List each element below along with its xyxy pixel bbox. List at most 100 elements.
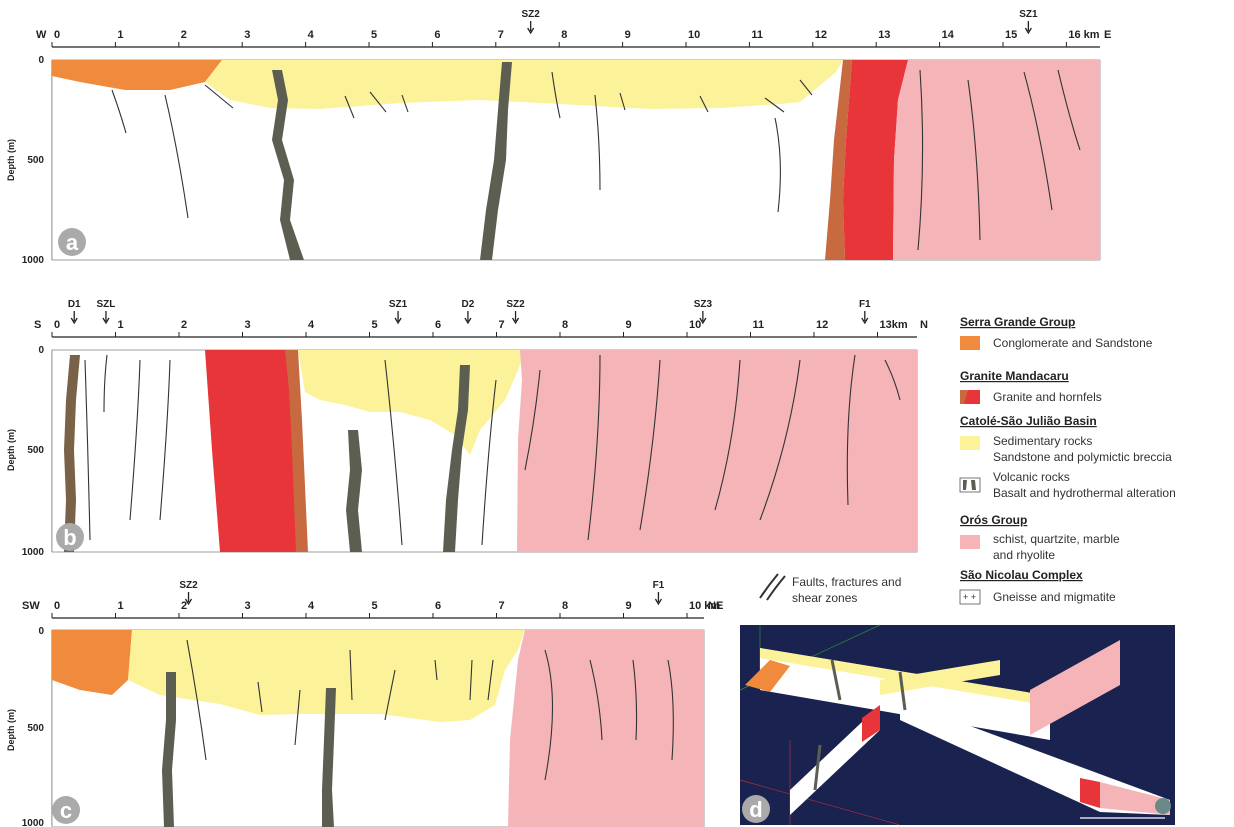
volcanic-dike [272,70,304,260]
axis-tick-label: 13 [878,29,890,41]
axis-tick-label: 8 [562,600,568,612]
volcanic-dike [443,365,470,552]
section-b-axis: 0 1 2 3 4 5 6 7 8 9 10 11 12 13km S N D1 SZL SZ1 D2 SZ2 SZ… [34,299,928,338]
section-b-depth-500: 500 [27,445,44,456]
section-marker-label: SZ2 [179,580,198,591]
section-marker-label: D1 [68,299,81,310]
axis-tick-label: 3 [245,319,251,331]
section-b-depth-axis: 0 500 1000 Depth (m) [6,345,53,558]
legend-gneiss-swatch [959,589,981,605]
panel-b-letter: b [63,525,76,550]
legend-volcanic-label: Volcanic rocks [993,470,1070,484]
section-marker-arrow [527,21,535,35]
section-marker-label: SZ2 [521,9,540,20]
section-marker-arrow [699,311,707,325]
legend-hornfels-swatch [960,390,968,404]
section-c-depth-label: Depth (m) [6,709,16,751]
legend: Serra Grande Group Conglomerate and Sand… [759,315,1176,605]
section-marker-label: SZ3 [694,299,713,310]
legend-serra-grande-heading: Serra Grande Group [960,315,1075,329]
legend-faults-label-2: shear zones [792,591,857,605]
volcanic-dike [162,672,176,827]
axis-tick-label: 5 [372,600,378,612]
oros-unit [508,630,704,827]
axis-tick-label: 3 [245,600,251,612]
section-c-depth-500: 500 [27,723,44,734]
sedimentary-unit [205,60,843,109]
axis-tick-label: 7 [498,29,504,41]
axis-tick-label: 12 [816,319,828,331]
oros-unit [517,350,917,552]
axis-tick-label: 4 [308,600,315,612]
panel-d-oros-b [1100,782,1170,815]
axis-tick-label: 9 [626,600,632,612]
section-a: 0 1 2 3 4 5 6 7 8 9 10 11 12 13 14 15 16 km W E SZ2 SZ1 0… [6,9,1111,266]
section-marker-arrow [654,592,662,606]
granite-unit [205,350,304,552]
section-b: 0 1 2 3 4 5 6 7 8 9 10 11 12 13km S N D1 SZL SZ1 D2 SZ2 SZ… [6,299,928,558]
legend-gneiss-label: Gneisse and migmatite [993,590,1116,604]
legend-volcanic-marks [963,480,976,490]
section-c-depth-1000: 1000 [22,818,45,827]
sedimentary-unit [128,630,525,722]
axis-tick-label: 10 [689,319,701,331]
axis-tick-label: 1 [117,29,123,41]
section-marker-arrow [511,311,520,325]
panel-a-letter: a [66,230,79,255]
panel-d-sed-c [880,660,1000,695]
legend-granite-label: Granite and hornfels [993,390,1102,404]
section-a-depth-1000: 1000 [22,255,45,266]
panel-d: d [739,624,1175,826]
volcanic-dike [322,688,336,827]
axis-tick-label: 12 [815,29,827,41]
section-b-ticks: 0 1 2 3 4 5 6 7 8 9 10 11 12 13km [51,319,908,337]
panel-d-oros-block [1030,640,1120,735]
panel-d-letter: d [749,797,762,822]
axis-tick-label: 15 [1005,29,1017,41]
axis-tick-label: 9 [626,319,632,331]
panel-d-granite-b [1080,778,1100,808]
granite-unit [843,60,908,260]
section-a-units [51,59,1101,261]
section-marker-label: D2 [462,299,475,310]
section-c-markers: SZ2 F1 [179,580,665,606]
volcanic-dike-d1 [64,355,80,552]
axis-tick-label: 0 [54,29,60,41]
legend-mandacaru-heading: Granite Mandacaru [960,369,1069,383]
section-a-left-end: W [36,29,47,41]
conglomerate-unit [52,630,132,695]
section-marker-arrow [102,311,110,325]
section-a-depth-label: Depth (m) [6,139,16,181]
axis-tick-label: 0 [54,319,60,331]
section-marker-arrow [394,311,402,325]
section-marker-arrow [184,592,193,606]
section-marker-arrow [1024,21,1032,35]
faults [186,639,674,781]
section-marker-arrow [70,311,78,325]
section-c-axis: 0 1 2 3 4 5 6 7 8 9 10 km SW NE SZ2 F1 [22,580,723,619]
axis-tick-label: 8 [561,29,567,41]
panel-d-granite-c [862,705,880,742]
axis-tick-label: 9 [625,29,631,41]
hornfels-unit [285,350,308,552]
section-c-left-end: SW [22,600,40,612]
axis-tick-label: 8 [562,319,568,331]
axis-tick-label: 11 [751,29,763,41]
axis-tick-label: 6 [435,319,441,331]
section-c-depth-axis: 0 500 1000 Depth (m) [6,626,53,827]
section-a-markers: SZ2 SZ1 [521,9,1038,35]
faults [111,69,1081,251]
axis-tick-label: 7 [499,600,505,612]
axis-tick-label: 2 [181,29,187,41]
legend-gneiss-crosses: + + [963,592,976,602]
section-c-depth-0: 0 [38,626,44,637]
legend-faults-label: Faults, fractures and [792,575,901,589]
legend-sedimentary-desc: Sandstone and polymictic breccia [993,450,1172,464]
section-a-depth-axis: 0 500 1000 Depth (m) [6,55,53,266]
section-a-depth-500: 500 [27,155,44,166]
legend-oros-label: schist, quartzite, marble [993,532,1120,546]
volcanic-dike [346,430,362,552]
axis-tick-label: 10 [688,29,700,41]
legend-sedimentary-swatch [960,436,980,450]
